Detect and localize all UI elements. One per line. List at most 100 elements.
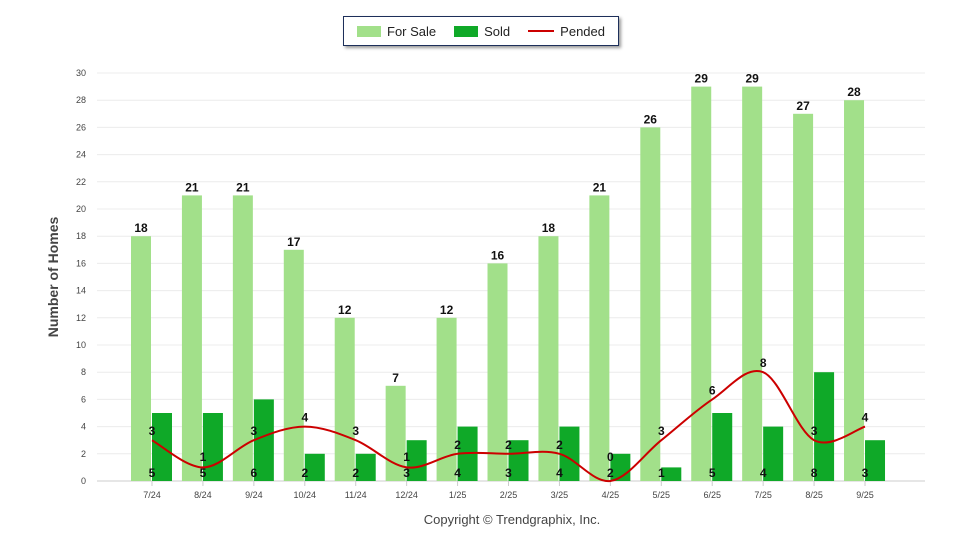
copyright: Copyright © Trendgraphix, Inc.	[423, 512, 601, 527]
sold-data-label: 2	[607, 466, 614, 480]
for-sale-bar	[742, 86, 763, 481]
sold-data-label: 5	[709, 466, 716, 480]
sold-data-label: 8	[811, 466, 818, 480]
pended-swatch	[528, 30, 555, 32]
y-tick-label: 6	[81, 394, 86, 404]
for-sale-bar	[589, 195, 610, 481]
y-tick-label: 22	[76, 177, 86, 187]
y-tick-label: 14	[76, 286, 86, 296]
sold-data-label: 3	[862, 466, 869, 480]
pended-data-label: 3	[811, 424, 818, 438]
for-sale-bar	[131, 236, 151, 481]
pended-data-label: 8	[760, 356, 767, 370]
for-sale-data-label: 21	[185, 180, 199, 194]
for-sale-bar	[436, 317, 457, 481]
legend-item-sold[interactable]: Sold	[454, 24, 510, 39]
for-sale-bar	[181, 195, 202, 481]
y-tick-label: 10	[76, 340, 86, 350]
for-sale-data-label: 12	[440, 303, 454, 317]
sold-data-label: 3	[403, 466, 410, 480]
sold-bar	[304, 453, 325, 481]
sold-data-label: 5	[200, 466, 207, 480]
x-tick-label: 11/24	[345, 490, 367, 500]
y-tick-label: 18	[76, 231, 86, 241]
x-tick-label: 3/25	[551, 490, 569, 500]
legend: For Sale Sold Pended	[343, 16, 619, 46]
pended-data-label: 3	[149, 424, 156, 438]
for-sale-bar	[487, 263, 508, 481]
sold-data-label: 2	[301, 466, 308, 480]
x-tick-label: 9/24	[245, 490, 263, 500]
sold-data-label: 3	[505, 466, 512, 480]
sold-bar	[712, 413, 733, 481]
x-tick-label: 10/24	[294, 490, 317, 500]
for-sale-data-label: 17	[287, 235, 301, 249]
pended-data-label: 1	[403, 450, 410, 464]
for-sale-data-label: 18	[134, 221, 148, 235]
pended-data-label: 0	[607, 450, 614, 464]
for-sale-bar	[793, 113, 814, 482]
pended-data-label: 2	[556, 438, 563, 452]
for-sale-data-label: 21	[236, 180, 250, 194]
y-tick-label: 12	[76, 313, 86, 323]
y-tick-label: 2	[81, 449, 86, 459]
legend-item-pended[interactable]: Pended	[528, 24, 605, 39]
for-sale-data-label: 7	[392, 371, 399, 385]
for-sale-bar	[385, 385, 406, 481]
legend-label: Sold	[484, 23, 511, 39]
for-sale-data-label: 12	[338, 303, 352, 317]
for-sale-data-label: 16	[491, 248, 505, 262]
sold-data-label: 1	[658, 466, 665, 480]
for-sale-data-label: 29	[695, 72, 709, 86]
sold-swatch	[454, 25, 479, 37]
for-sale-bar	[640, 127, 661, 482]
for-sale-data-label: 27	[796, 99, 810, 113]
sold-data-label: 4	[556, 466, 563, 480]
for-sale-bar	[844, 100, 865, 481]
y-tick-label: 26	[76, 122, 86, 132]
for-sale-data-label: 18	[542, 221, 556, 235]
y-tick-label: 16	[76, 258, 86, 268]
x-tick-label: 2/25	[500, 490, 518, 500]
y-tick-label: 0	[81, 476, 86, 486]
pended-line	[151, 369, 866, 483]
pended-data-label: 3	[251, 424, 258, 438]
x-tick-label: 1/25	[449, 490, 467, 500]
x-tick-label: 5/25	[653, 490, 671, 500]
pended-data-label: 2	[454, 438, 461, 452]
sold-bar	[661, 467, 682, 481]
sold-bar	[355, 453, 376, 481]
y-tick-label: 24	[76, 150, 86, 160]
sold-bar	[508, 440, 529, 481]
for-sale-data-label: 26	[644, 112, 658, 126]
x-tick-label: 8/25	[805, 490, 823, 500]
sold-bar	[814, 372, 835, 481]
for-sale-bar	[538, 236, 559, 481]
pended-data-label: 2	[505, 438, 512, 452]
pended-data-label: 4	[301, 411, 308, 425]
sold-data-label: 5	[149, 466, 156, 480]
sold-data-label: 6	[251, 466, 258, 480]
sold-bar	[865, 440, 886, 481]
pended-data-label: 4	[862, 411, 869, 425]
sold-data-label: 2	[352, 466, 359, 480]
sold-data-label: 4	[454, 466, 461, 480]
sold-bar	[406, 440, 427, 481]
x-tick-label: 8/24	[194, 490, 212, 500]
x-tick-label: 7/24	[143, 490, 161, 500]
sold-bar	[559, 426, 580, 481]
x-tick-label: 6/25	[703, 490, 721, 500]
y-tick-label: 8	[81, 367, 86, 377]
legend-item-for-sale[interactable]: For Sale	[357, 24, 436, 39]
y-axis-title: Number of Homes	[45, 217, 61, 338]
y-tick-label: 20	[76, 204, 86, 214]
for-sale-bar	[283, 249, 304, 481]
x-tick-label: 4/25	[602, 490, 620, 500]
x-tick-label: 12/24	[395, 490, 418, 500]
y-tick-label: 30	[76, 68, 86, 78]
pended-data-label: 3	[658, 424, 665, 438]
y-tick-label: 4	[81, 422, 86, 432]
pended-data-label: 1	[200, 450, 207, 464]
